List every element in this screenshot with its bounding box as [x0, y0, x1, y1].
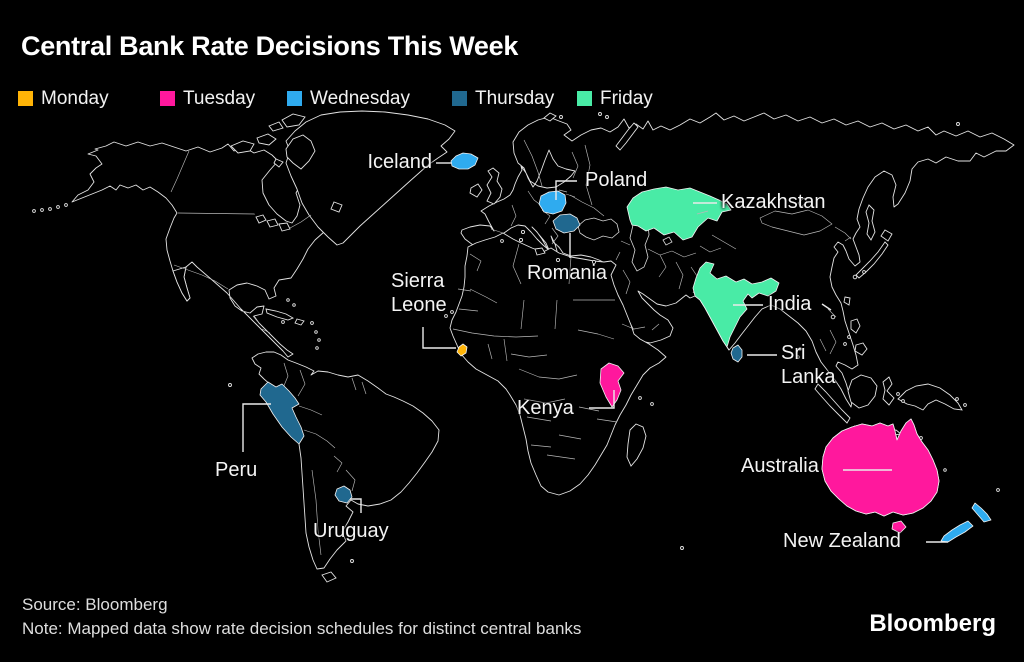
lake-balkhash [696, 210, 709, 215]
legend-label: Monday [41, 87, 109, 109]
great-lakes [255, 214, 291, 232]
country-romania [552, 213, 581, 234]
legend-item-wednesday: Wednesday [287, 88, 410, 108]
callout-kenya [589, 390, 615, 409]
legend-label: Friday [600, 87, 653, 109]
bloomberg-logo: Bloomberg [869, 610, 996, 637]
ellesmere-island [281, 113, 306, 128]
country-new-zealand-south [940, 520, 974, 543]
page-title: Central Bank Rate Decisions This Week [21, 31, 519, 61]
aral-sea [662, 236, 673, 246]
philippines-luzon [850, 318, 861, 334]
great-britain [486, 167, 503, 205]
country-borders [170, 139, 852, 556]
map-label-peru: Peru [215, 459, 258, 481]
callout-peru [242, 403, 271, 452]
wednesday-swatch-icon [287, 90, 302, 106]
map-label-sri-lanka: Sri Lanka [781, 342, 836, 388]
new-guinea [897, 383, 963, 411]
hispaniola [294, 318, 305, 326]
country-uruguay [334, 485, 353, 504]
country-iceland [450, 152, 479, 170]
map-label-sierra-leone: Sierra Leone [391, 270, 447, 316]
sakhalin [865, 204, 876, 241]
highlighted-countries [259, 152, 992, 543]
monday-swatch-icon [18, 90, 33, 106]
madagascar [626, 423, 647, 467]
sicily [534, 247, 546, 256]
landmass-north-america [71, 141, 339, 358]
baffin-island [285, 134, 316, 170]
country-kenya [599, 362, 625, 408]
country-poland [538, 190, 567, 215]
map-label-poland: Poland [585, 169, 648, 191]
map-label-romania: Romania [527, 262, 608, 284]
legend-label: Tuesday [183, 87, 256, 109]
legend-item-monday: Monday [18, 88, 109, 108]
banks-island [256, 133, 277, 146]
devon-island [268, 121, 284, 132]
cuba [265, 308, 295, 321]
map-label-india: India [768, 293, 812, 315]
southampton-island [273, 158, 284, 168]
callout-poland [555, 180, 577, 200]
legend-label: Wednesday [310, 87, 410, 109]
map-label-iceland: Iceland [367, 151, 433, 173]
sumatra [814, 383, 851, 424]
baja-california [172, 266, 191, 302]
callout-india-tick [821, 303, 832, 311]
map-label-uruguay: Uruguay [313, 520, 389, 542]
tierra-del-fuego [321, 571, 337, 583]
map-label-kenya: Kenya [517, 397, 574, 419]
novaya-zemlya [615, 122, 639, 151]
callout-lines [242, 162, 948, 543]
country-new-zealand-north [971, 502, 992, 523]
victoria-island [230, 140, 255, 154]
methodology-note: Note: Mapped data show rate decision sch… [22, 619, 582, 638]
landmass-greenland [285, 110, 456, 246]
callout-uruguay [350, 498, 362, 513]
country-kazakhstan [626, 186, 732, 241]
legend-item-tuesday: Tuesday [160, 88, 255, 108]
philippines-mindanao [854, 342, 868, 356]
country-india [692, 261, 780, 351]
source-note: Source: Bloomberg [22, 595, 168, 614]
borneo [847, 374, 878, 409]
legend-item-friday: Friday [577, 88, 653, 108]
thursday-swatch-icon [452, 90, 467, 106]
island-dots [32, 112, 1000, 563]
country-peru [259, 381, 305, 445]
lake-baikal [797, 197, 808, 208]
taiwan [843, 296, 851, 306]
country-sierra-leone [456, 343, 468, 357]
legend-label: Thursday [475, 87, 555, 109]
country-sri-lanka [730, 344, 743, 363]
newfoundland [330, 201, 343, 213]
friday-swatch-icon [577, 90, 592, 106]
callout-sierra-leone [422, 327, 456, 349]
black-sea [577, 217, 620, 241]
map-label-australia: Australia [741, 455, 819, 477]
country-tasmania [891, 520, 907, 534]
japan-honshu [855, 241, 889, 279]
country-australia [821, 418, 940, 517]
sulawesi [882, 376, 895, 406]
map-label-kazakhstan: Kazakhstan [721, 191, 826, 213]
tuesday-swatch-icon [160, 90, 175, 106]
legend-item-thursday: Thursday [452, 88, 554, 108]
map-label-new-zealand: New Zealand [783, 530, 901, 552]
svalbard [543, 112, 557, 122]
ireland [469, 183, 483, 198]
japan-hokkaido [880, 229, 893, 242]
